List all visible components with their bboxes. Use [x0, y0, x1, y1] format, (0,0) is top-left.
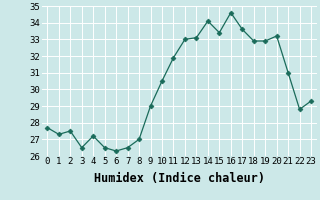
- X-axis label: Humidex (Indice chaleur): Humidex (Indice chaleur): [94, 172, 265, 185]
